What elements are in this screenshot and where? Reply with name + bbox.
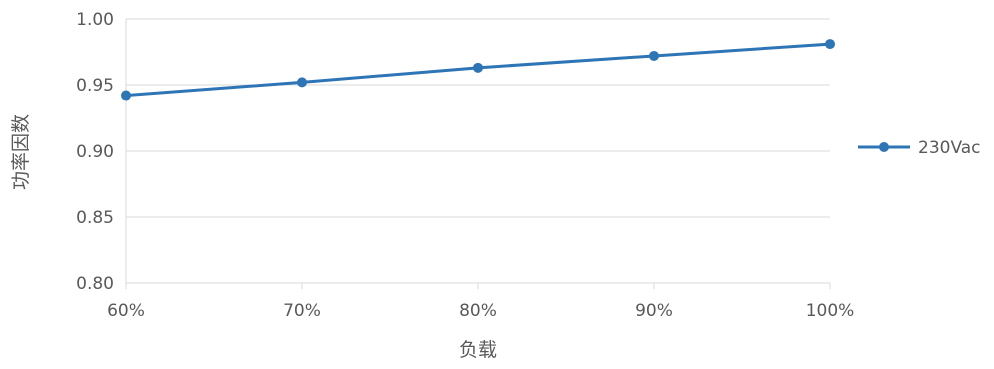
series-layer xyxy=(121,39,835,101)
x-tick-label: 60% xyxy=(107,301,145,321)
y-tick-label: 0.80 xyxy=(76,274,114,294)
data-point xyxy=(473,62,483,73)
y-tick-label: 1.00 xyxy=(76,10,114,30)
y-tick-label: 0.90 xyxy=(76,142,114,162)
y-axis-ticks: 0.80 0.85 0.90 0.95 1.00 xyxy=(76,10,114,294)
legend-marker-icon xyxy=(879,142,889,152)
x-axis-title: 负载 xyxy=(459,339,497,361)
y-tick-label: 0.95 xyxy=(76,76,114,96)
y-axis-title: 功率因数 xyxy=(10,114,32,190)
data-point xyxy=(649,50,659,61)
gridlines xyxy=(125,18,830,284)
y-tick-label: 0.85 xyxy=(76,208,114,228)
legend: 230Vac xyxy=(858,138,981,158)
data-point xyxy=(297,77,307,88)
x-tick-label: 100% xyxy=(806,301,855,321)
data-point xyxy=(121,90,131,101)
legend-label-230vac: 230Vac xyxy=(918,138,981,158)
data-point xyxy=(825,39,835,50)
x-tick-label: 90% xyxy=(635,301,673,321)
x-tick-label: 70% xyxy=(283,301,321,321)
x-tick-label: 80% xyxy=(459,301,497,321)
x-axis-ticks: 60% 70% 80% 90% 100% xyxy=(107,283,854,321)
